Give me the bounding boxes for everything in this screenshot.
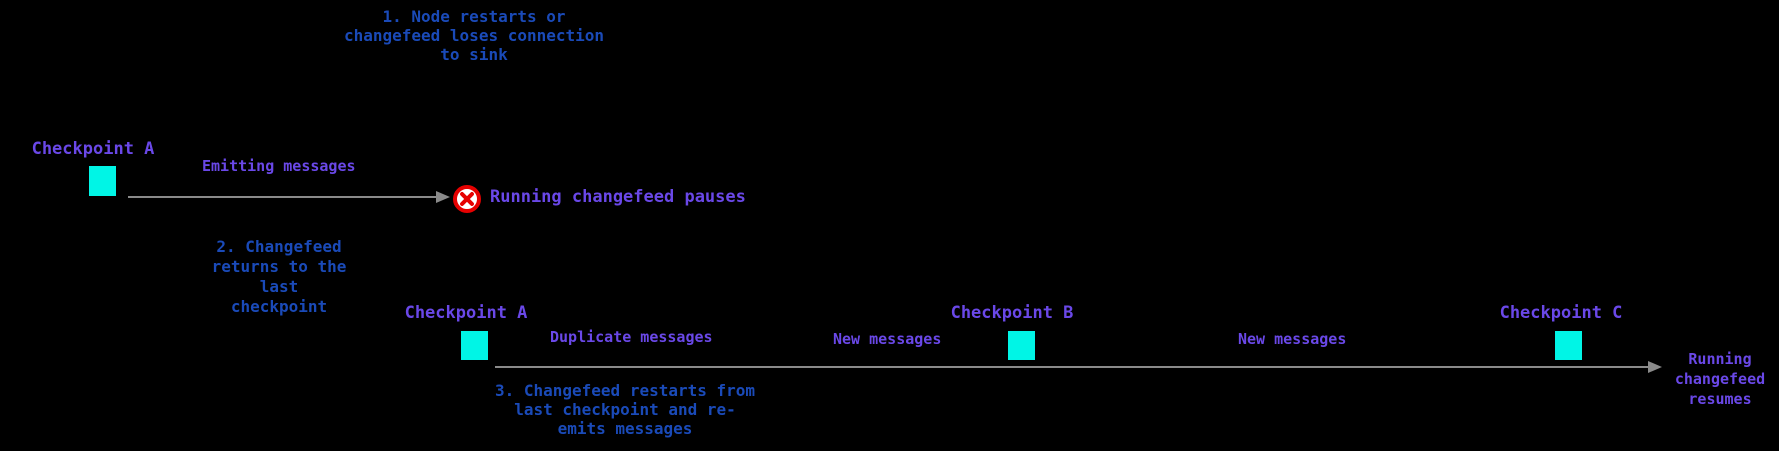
timeline-top-arrowhead-icon [436, 191, 450, 203]
timeline-bottom-arrowhead-icon [1648, 361, 1662, 373]
running-changefeed-resumes-label: Running changefeed resumes [1674, 350, 1766, 408]
checkpoint-a-label-bottom: Checkpoint A [404, 303, 528, 323]
new-messages-label-1: New messages [833, 330, 942, 348]
error-x-icon [453, 185, 481, 213]
emitting-messages-label: Emitting messages [202, 157, 356, 175]
timeline-bottom-line [495, 366, 1648, 368]
checkpoint-a-marker-bottom [461, 331, 488, 360]
checkpoint-b-marker [1008, 331, 1035, 360]
timeline-top-line [128, 196, 436, 198]
new-messages-label-2: New messages [1238, 330, 1347, 348]
running-changefeed-pauses-label: Running changefeed pauses [490, 187, 746, 207]
note-step2: 2. Changefeed returns to the last checkp… [211, 237, 347, 316]
checkpoint-c-label: Checkpoint C [1499, 303, 1623, 323]
duplicate-messages-label: Duplicate messages [550, 328, 713, 346]
note-step3: 3. Changefeed restarts from last checkpo… [494, 381, 756, 438]
checkpoint-a-label-top: Checkpoint A [31, 139, 155, 159]
note-step1: 1. Node restarts or changefeed loses con… [343, 7, 605, 64]
checkpoint-a-marker-top [89, 166, 116, 196]
checkpoint-c-marker [1555, 331, 1582, 360]
checkpoint-b-label: Checkpoint B [950, 303, 1074, 323]
